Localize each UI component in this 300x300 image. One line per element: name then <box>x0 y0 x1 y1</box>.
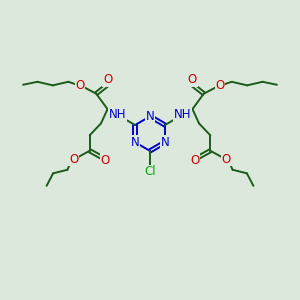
Text: O: O <box>222 153 231 166</box>
Text: O: O <box>215 79 225 92</box>
Text: O: O <box>190 154 200 167</box>
Text: Cl: Cl <box>144 165 156 178</box>
Text: O: O <box>75 79 85 92</box>
Text: O: O <box>188 73 197 86</box>
Text: N: N <box>160 136 169 149</box>
Text: N: N <box>131 136 140 149</box>
Text: NH: NH <box>174 108 191 121</box>
Text: O: O <box>103 73 112 86</box>
Text: O: O <box>69 153 78 166</box>
Text: N: N <box>146 110 154 123</box>
Text: NH: NH <box>109 108 126 121</box>
Text: O: O <box>100 154 110 167</box>
